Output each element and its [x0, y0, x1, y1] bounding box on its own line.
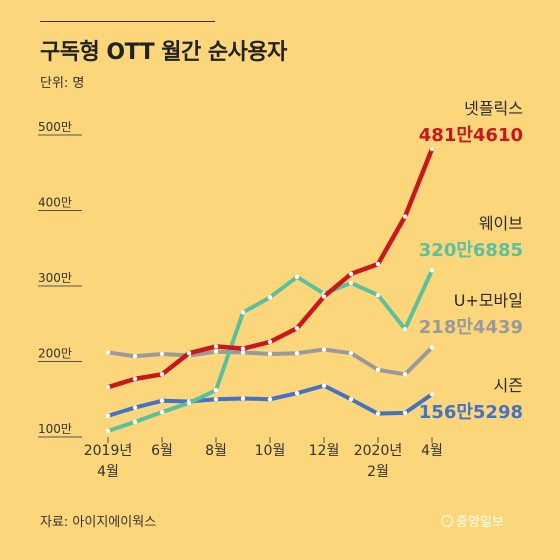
series-line [105, 146, 435, 390]
series-3 [105, 383, 435, 419]
series-name-label: 넷플릭스 [464, 99, 523, 118]
data-point [402, 410, 408, 416]
data-point [132, 354, 138, 359]
logo-circle-icon [441, 514, 453, 527]
data-point [213, 387, 219, 393]
x-tick-label: 2월 [367, 464, 389, 480]
data-point [240, 350, 246, 355]
data-point [132, 419, 138, 425]
x-tick-label: 6월 [151, 443, 173, 459]
data-point [294, 326, 300, 331]
data-point [429, 345, 435, 350]
data-point [159, 398, 165, 403]
publisher-logo: 중앙일보 [441, 511, 504, 530]
data-point [240, 310, 246, 315]
data-point [294, 350, 300, 356]
source-note: 자료: 아이지에이웍스 [40, 515, 157, 530]
data-point [348, 350, 354, 356]
x-tick-label: 12월 [309, 443, 340, 459]
data-point [132, 376, 138, 382]
series-value-label: 320만6885 [419, 240, 523, 261]
series-1 [105, 268, 435, 434]
data-point [240, 396, 246, 401]
series-name-label: 웨이브 [479, 214, 523, 233]
data-point [159, 351, 165, 357]
data-point [321, 294, 327, 299]
data-point [375, 292, 381, 298]
data-point [267, 339, 273, 345]
data-point [402, 372, 408, 377]
data-point [159, 409, 165, 415]
data-point [429, 392, 435, 397]
data-point [132, 405, 138, 410]
series-line [106, 268, 434, 433]
x-tick-label: 4월 [421, 443, 443, 459]
logo-text: 중앙일보 [456, 515, 504, 530]
data-point [429, 268, 435, 273]
x-tick-label: 4월 [97, 464, 119, 480]
unit-label: 단위: 명 [40, 76, 85, 91]
data-point [348, 271, 354, 277]
series-value-label: 218만4439 [419, 317, 523, 338]
data-point [105, 413, 111, 419]
x-tick-label: 2019년 [84, 443, 133, 459]
data-point [402, 326, 408, 332]
series-value-label: 156만5298 [419, 402, 523, 423]
data-point [375, 261, 381, 267]
x-axis: 2019년 4월 6월 8월 10월 12월 2020년 2월 4월 [84, 437, 443, 480]
series-lines [105, 146, 435, 434]
x-tick-label: 10월 [255, 443, 286, 459]
y-tick-label: 200만 [38, 347, 72, 361]
y-tick-label: 100만 [38, 422, 72, 436]
data-point [267, 397, 273, 402]
chart-title: 구독형 OTT 월간 순사용자 [40, 40, 287, 65]
data-point [375, 367, 381, 373]
y-tick-label: 300만 [38, 271, 72, 285]
data-point [159, 372, 165, 377]
top-rule [40, 21, 215, 22]
series-2 [105, 345, 435, 377]
data-point [267, 295, 273, 300]
data-point [105, 428, 111, 434]
data-point [186, 350, 192, 356]
series-0 [105, 146, 435, 390]
data-point [402, 214, 408, 219]
data-point [105, 350, 111, 355]
x-tick-label: 8월 [205, 443, 227, 459]
data-point [240, 346, 246, 351]
y-axis: 100만 200만 300만 400만 500만 [38, 120, 82, 438]
data-point [294, 391, 300, 396]
data-point [429, 146, 435, 152]
data-point [348, 397, 354, 402]
data-point [348, 280, 354, 286]
data-point [321, 383, 327, 388]
data-point [213, 349, 219, 354]
data-point [321, 347, 327, 352]
data-point [375, 411, 381, 416]
data-point [213, 397, 219, 402]
data-point [294, 274, 300, 280]
series-labels: 넷플릭스 481만4610 웨이브 320만6885 U+모바일 218만4439 시즌 15… [419, 99, 523, 423]
x-tick-label: 2020년 [354, 443, 403, 459]
series-value-label: 481만4610 [419, 125, 523, 146]
y-tick-label: 400만 [38, 196, 72, 210]
data-point [213, 344, 219, 349]
data-point [186, 400, 192, 406]
series-line [106, 345, 434, 377]
y-tick-label: 500만 [38, 120, 72, 134]
data-point [267, 351, 273, 357]
series-name-label: 시즌 [494, 376, 523, 395]
data-point [105, 384, 111, 390]
series-name-label: U+모바일 [454, 291, 523, 310]
